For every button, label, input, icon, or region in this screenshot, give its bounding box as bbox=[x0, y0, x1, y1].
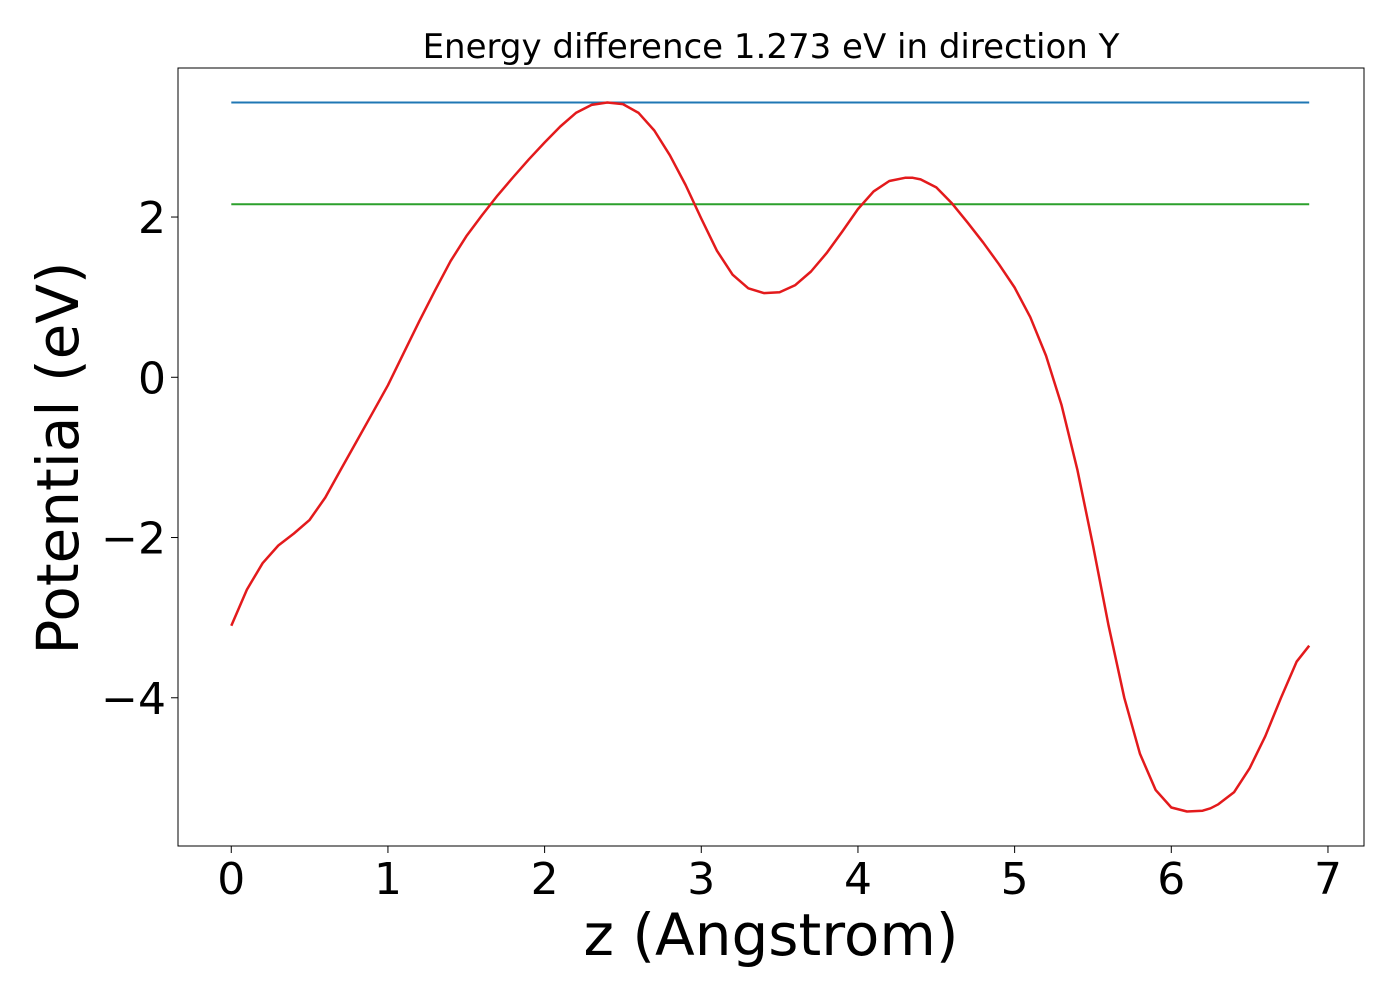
y-tick-label: −4 bbox=[101, 674, 166, 725]
x-tick-label: 2 bbox=[531, 854, 559, 905]
x-tick-label: 5 bbox=[1001, 854, 1029, 905]
y-axis: 2 0 −2 −4 bbox=[101, 193, 178, 725]
x-tick-label: 0 bbox=[217, 854, 245, 905]
potential-curve bbox=[230, 101, 1311, 813]
y-tick-label: 2 bbox=[138, 193, 166, 244]
x-tick-label: 1 bbox=[374, 854, 402, 905]
x-tick-label: 6 bbox=[1157, 854, 1185, 905]
axes-frame bbox=[177, 67, 1365, 847]
x-tick-label: 7 bbox=[1314, 854, 1342, 905]
x-axis-label: z (Angstrom) bbox=[584, 901, 959, 969]
plot-area bbox=[230, 101, 1311, 813]
chart-title: Energy difference 1.273 eV in direction … bbox=[423, 27, 1120, 67]
x-tick-label: 4 bbox=[844, 854, 872, 905]
y-tick-label: −2 bbox=[101, 514, 166, 565]
x-tick-label: 3 bbox=[687, 854, 715, 905]
y-axis-label: Potential (eV) bbox=[24, 261, 92, 654]
y-tick-label: 0 bbox=[138, 353, 166, 404]
x-axis: 0 1 2 3 4 5 6 7 bbox=[217, 846, 1342, 905]
